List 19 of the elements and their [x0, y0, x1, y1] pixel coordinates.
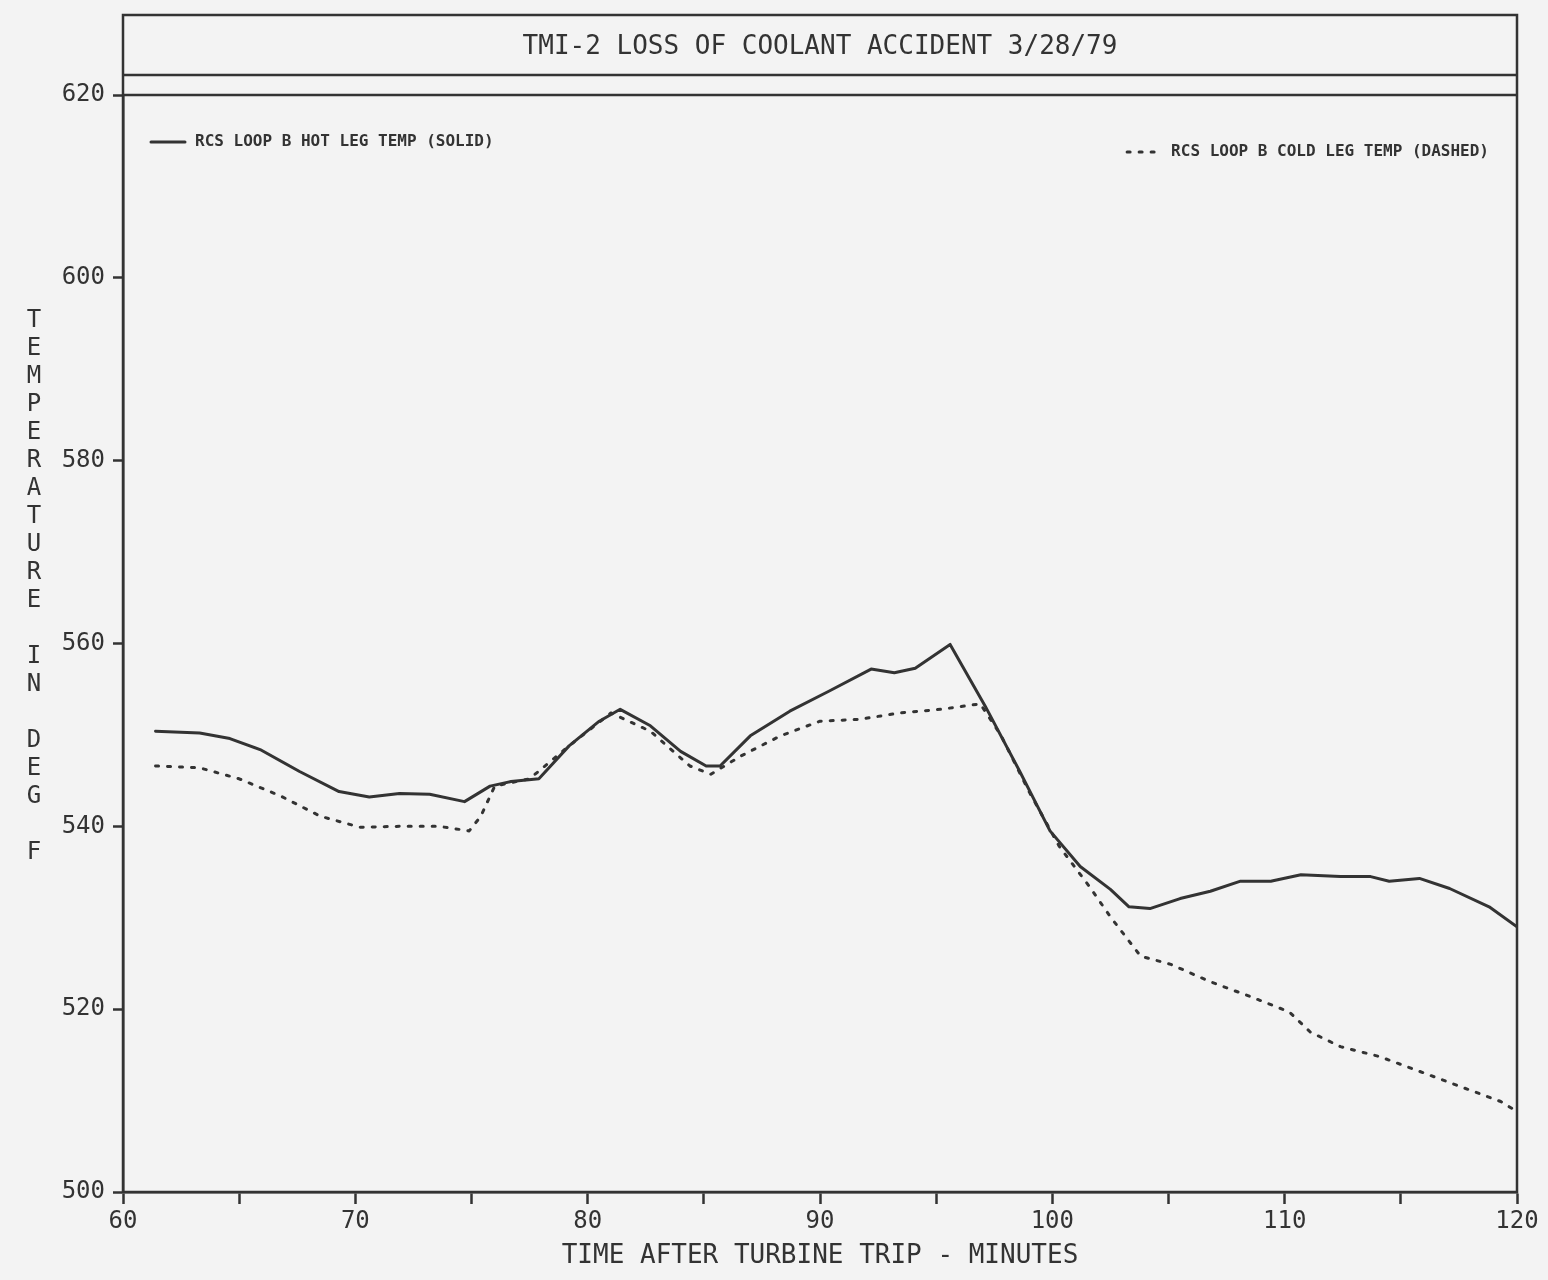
y-tick-label: 520	[61, 993, 105, 1022]
x-tick-label: 90	[805, 1205, 835, 1234]
y-tick-label: 580	[61, 444, 105, 473]
x-tick-label: 100	[1030, 1205, 1075, 1234]
y-tick-label: 540	[61, 810, 105, 839]
legend-label: RCS LOOP B HOT LEG TEMP (SOLID)	[195, 131, 494, 151]
y-tick-label: 600	[61, 262, 105, 291]
chart-title: TMI-2 LOSS OF COOLANT ACCIDENT 3/28/79	[522, 29, 1118, 60]
x-tick-label: 120	[1495, 1205, 1539, 1234]
x-tick-label: 80	[573, 1205, 603, 1234]
y-tick-label: 500	[61, 1176, 105, 1205]
x-tick-label: 110	[1262, 1205, 1307, 1234]
y-tick-label: 620	[61, 79, 105, 108]
legend-label: RCS LOOP B COLD LEG TEMP (DASHED)	[1171, 141, 1490, 161]
x-axis-title: TIME AFTER TURBINE TRIP - MINUTES	[561, 1239, 1079, 1270]
x-tick-label: 60	[108, 1205, 138, 1234]
y-axis-title: TEMPERATURE IN DEG F	[20, 305, 48, 865]
y-tick-label: 560	[61, 627, 105, 656]
x-tick-label: 70	[340, 1205, 370, 1234]
